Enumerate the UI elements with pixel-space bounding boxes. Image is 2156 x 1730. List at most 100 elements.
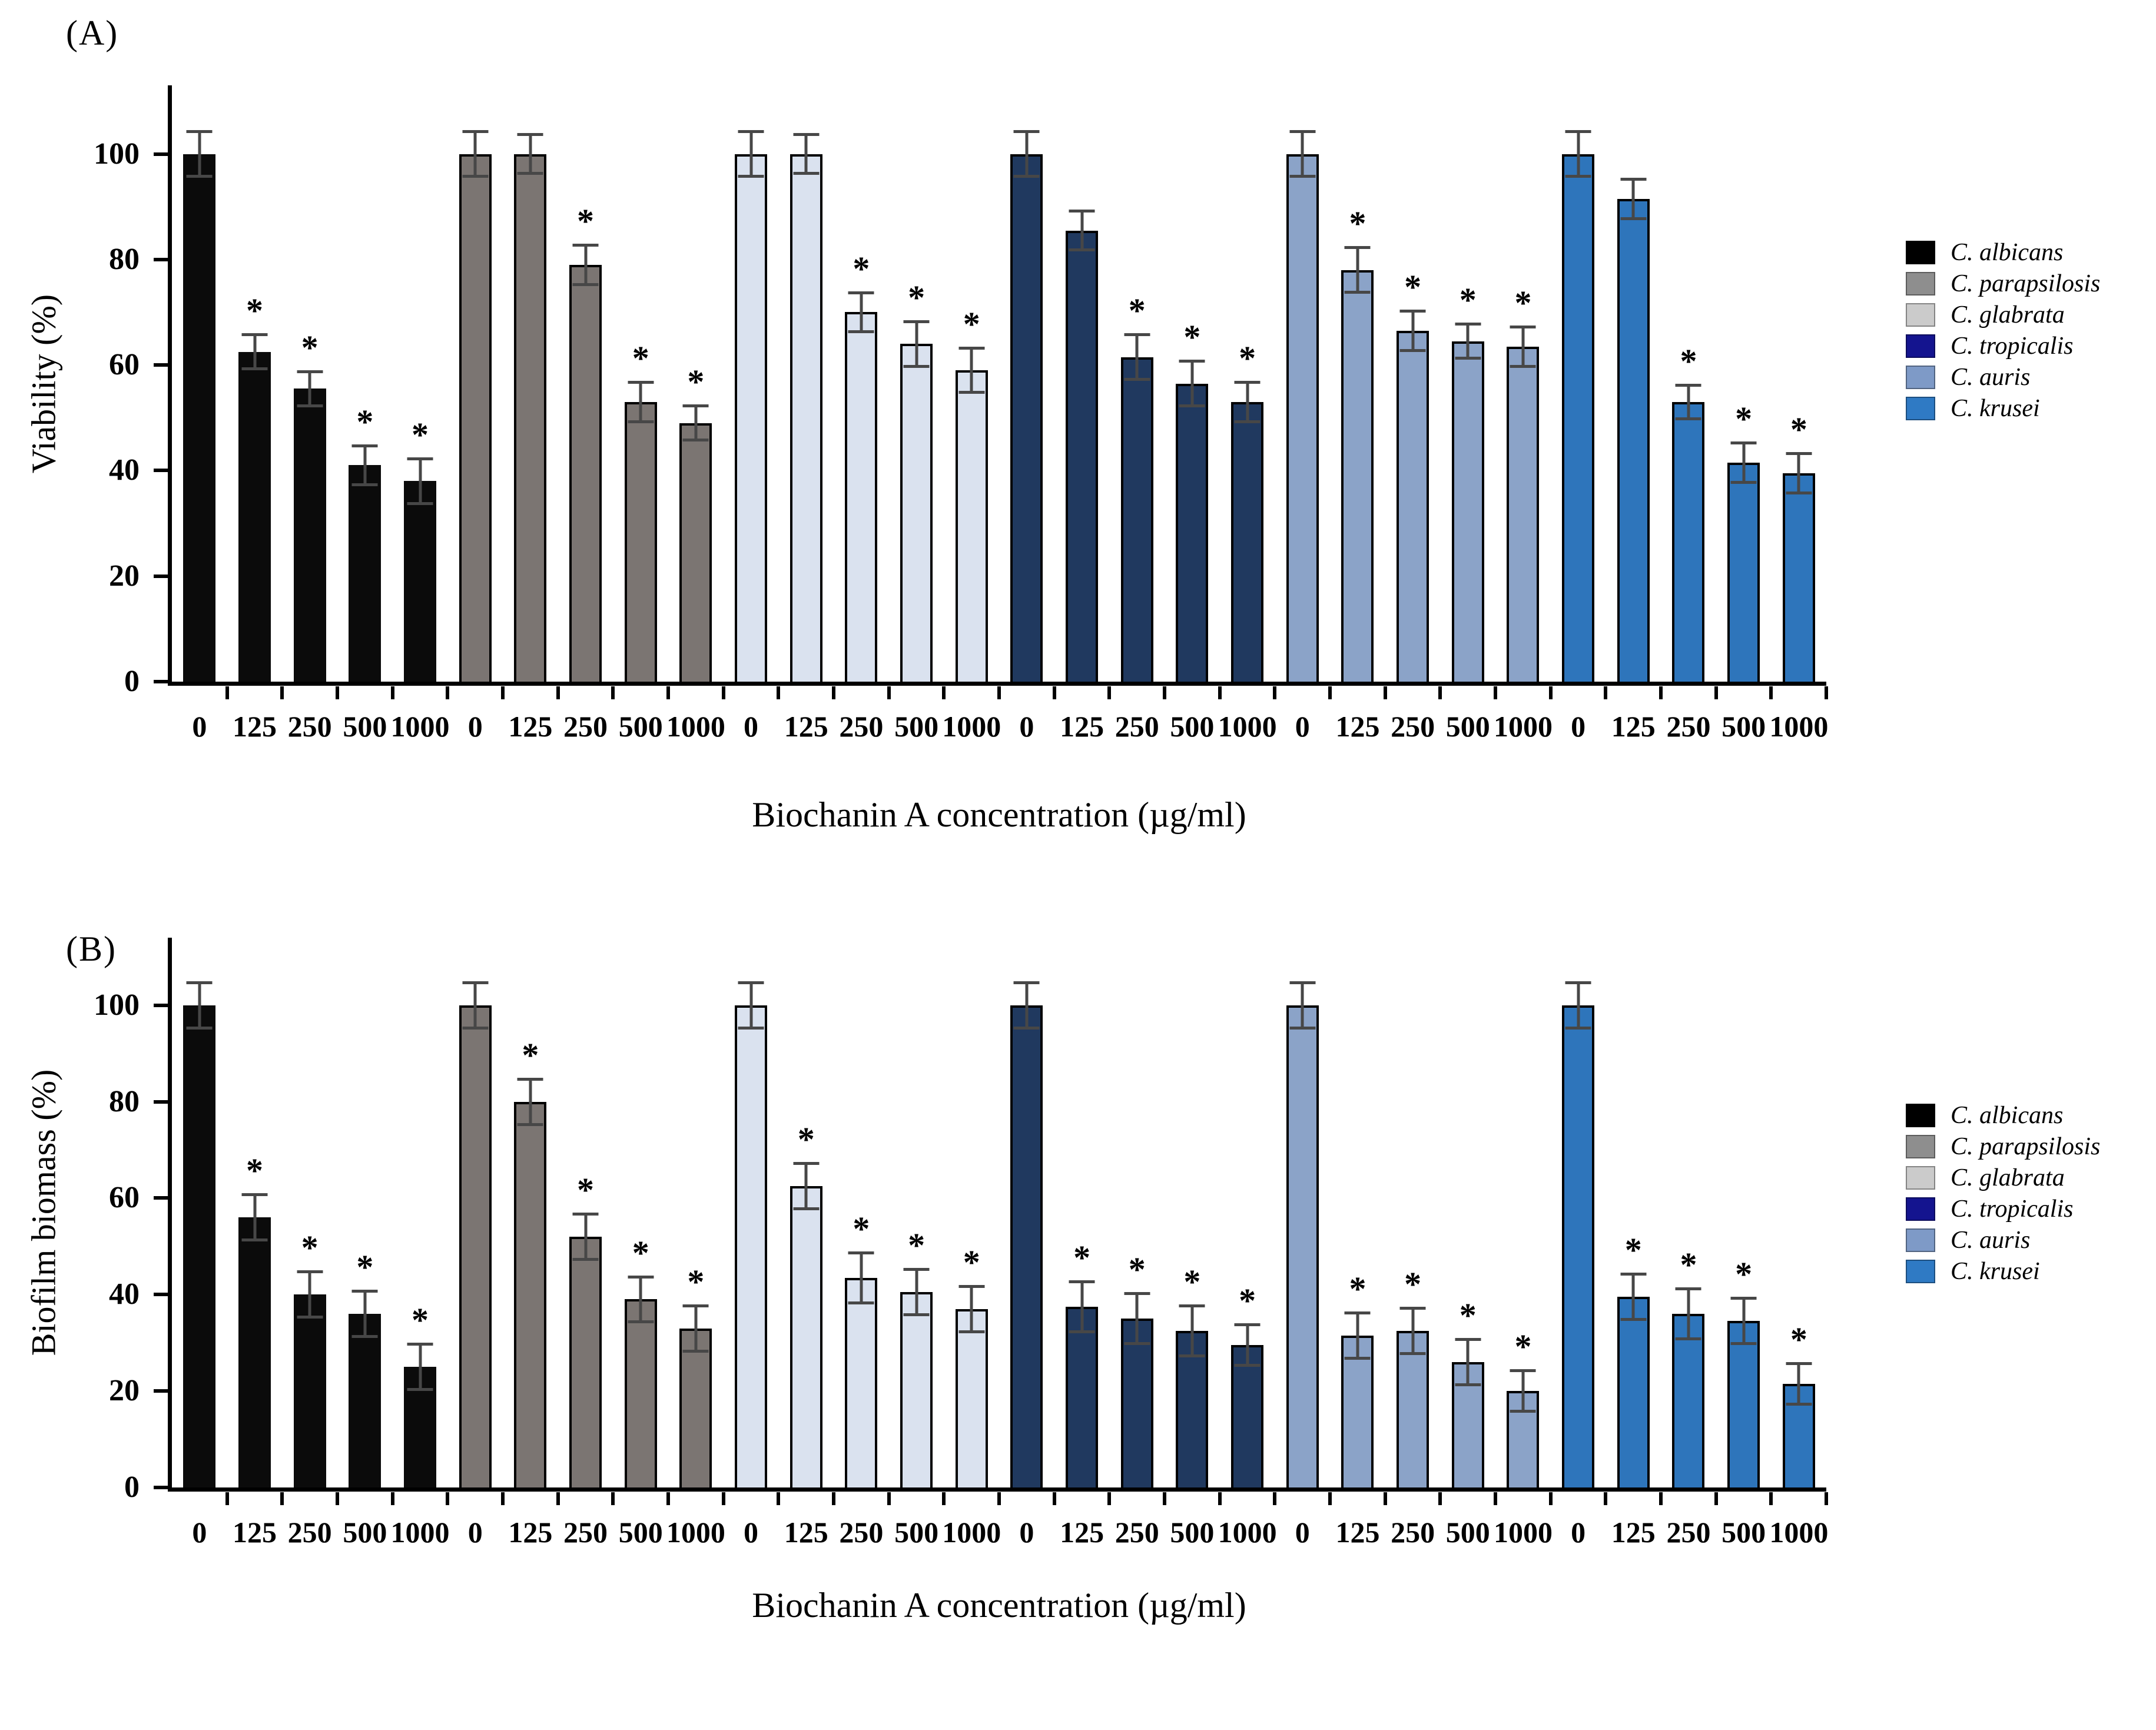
x-axis-tick — [1769, 1492, 1773, 1505]
error-bar — [253, 333, 256, 371]
panel-a-ytick-label-40: 40 — [109, 453, 140, 487]
significance-star: * — [1680, 1246, 1697, 1284]
error-bar — [1577, 130, 1580, 178]
x-axis-tick — [611, 1492, 615, 1505]
x-axis-tick — [1163, 1492, 1167, 1505]
significance-star: * — [1790, 1320, 1807, 1359]
x-tick-label: 1000 — [666, 1516, 725, 1549]
x-tick-label: 1000 — [1493, 710, 1553, 743]
x-tick-label: 250 — [1391, 1516, 1435, 1549]
x-axis-tick — [942, 1492, 946, 1505]
x-axis-tick — [501, 686, 505, 699]
panel-b-ytick-40 — [154, 1293, 168, 1297]
bar — [1231, 401, 1264, 682]
panel-b-label: (B) — [66, 929, 117, 968]
x-tick-label: 500 — [618, 1516, 663, 1549]
x-tick-label: 0 — [1571, 1516, 1586, 1549]
significance-star: * — [1459, 1296, 1477, 1335]
legend-label: C. parapsilosis — [1951, 1133, 2101, 1160]
bar-slot-c--glabrata-1000: * 1000 — [942, 85, 1001, 743]
x-tick-label: 125 — [233, 710, 277, 743]
x-tick-label: 0 — [1019, 1516, 1034, 1549]
error-bar — [529, 1077, 532, 1126]
significance-star: * — [1128, 1250, 1146, 1289]
bar-slot-c--krusei-0: 0 — [1551, 938, 1608, 1549]
bar — [293, 388, 326, 682]
bar-slot-c--albicans-0: 0 — [172, 938, 229, 1549]
legend-label: C. krusei — [1951, 1257, 2040, 1285]
bar — [845, 1277, 878, 1487]
bar-slot-c--albicans-1000: * 1000 — [391, 85, 450, 743]
x-tick-label: 500 — [1170, 1516, 1215, 1549]
x-tick-label: 1000 — [1218, 710, 1277, 743]
error-bar — [1521, 325, 1525, 368]
bar-slot-c--tropicalis-1000: * 1000 — [1218, 85, 1277, 743]
bar — [459, 154, 492, 682]
error-bar — [1080, 209, 1084, 252]
error-bar — [363, 1290, 367, 1339]
x-axis-tick — [832, 1492, 836, 1505]
significance-star: * — [1183, 318, 1201, 357]
x-tick-label: 0 — [467, 710, 483, 743]
bar-slot-c--albicans-250: * 250 — [282, 938, 340, 1549]
x-axis-tick — [1548, 1492, 1553, 1505]
x-axis-tick — [666, 686, 671, 699]
bar — [1286, 1005, 1319, 1487]
x-tick-label: 125 — [1611, 710, 1656, 743]
error-bar — [694, 1304, 698, 1353]
bar-slot-c--glabrata-125: * 125 — [778, 938, 836, 1549]
bar — [1341, 270, 1374, 682]
bar-slot-c--krusei-125: 125 — [1606, 85, 1663, 743]
bar-slot-c--parapsilosis-250: * 250 — [558, 938, 615, 1549]
x-tick-label: 500 — [1445, 1516, 1490, 1549]
significance-star: * — [356, 402, 374, 441]
error-bar — [1411, 310, 1415, 352]
x-axis-tick — [1383, 1492, 1387, 1505]
bar — [900, 344, 933, 682]
error-bar — [584, 243, 588, 286]
bar-slot-c--tropicalis-250: * 250 — [1109, 938, 1167, 1549]
bar-slot-c--tropicalis-0: 0 — [999, 938, 1056, 1549]
error-bar — [1356, 246, 1359, 294]
bar-slot-c--auris-1000: * 1000 — [1494, 938, 1553, 1549]
bar — [1066, 1306, 1099, 1487]
x-axis-tick — [1383, 686, 1387, 699]
bar — [514, 154, 547, 682]
x-tick-label: 125 — [508, 1516, 553, 1549]
error-bar — [1687, 383, 1690, 421]
legend-swatch — [1906, 1228, 1935, 1252]
x-tick-label: 1000 — [942, 1516, 1001, 1549]
bar-slot-c--krusei-0: 0 — [1551, 85, 1608, 743]
significance-star: * — [1349, 204, 1366, 243]
x-axis-tick — [1604, 1492, 1608, 1505]
bar-slot-c--tropicalis-125: 125 — [1054, 85, 1112, 743]
panel-a-ytick-label-20: 20 — [109, 559, 140, 593]
significance-star: * — [963, 1243, 980, 1281]
x-axis-tick — [1825, 1492, 1829, 1505]
legend-item-c--tropicalis: C. tropicalis — [1906, 1196, 2156, 1223]
x-axis-tick — [446, 686, 450, 699]
x-axis-tick — [225, 1492, 229, 1505]
legend-item-c--glabrata: C. glabrata — [1906, 1164, 2156, 1191]
error-bar — [639, 381, 642, 423]
panel-a-bars-area: 0 * 125 * 250 * 500 * 1000 0 125 * 250 * 500 * 1000 0 125 *… — [172, 85, 1828, 743]
significance-star: * — [1239, 1281, 1256, 1320]
error-bar — [1301, 981, 1304, 1030]
bar — [1010, 154, 1043, 682]
error-bar — [1025, 130, 1029, 178]
x-tick-label: 0 — [1019, 710, 1034, 743]
error-bar — [1080, 1280, 1084, 1333]
bar — [569, 264, 602, 682]
bar-slot-c--auris-0: 0 — [1275, 85, 1332, 743]
bar — [955, 1309, 988, 1487]
x-axis-tick — [997, 686, 1001, 699]
panel-b-ytick-label-0: 0 — [124, 1470, 140, 1504]
significance-star: * — [1790, 410, 1807, 449]
significance-star: * — [1073, 1238, 1091, 1277]
error-bar — [1631, 1273, 1635, 1321]
error-bar — [749, 130, 753, 178]
x-tick-label: 0 — [744, 710, 759, 743]
bar-slot-c--glabrata-500: * 500 — [889, 938, 946, 1549]
x-tick-label: 1000 — [390, 1516, 450, 1549]
legend-label: C. parapsilosis — [1951, 270, 2101, 297]
